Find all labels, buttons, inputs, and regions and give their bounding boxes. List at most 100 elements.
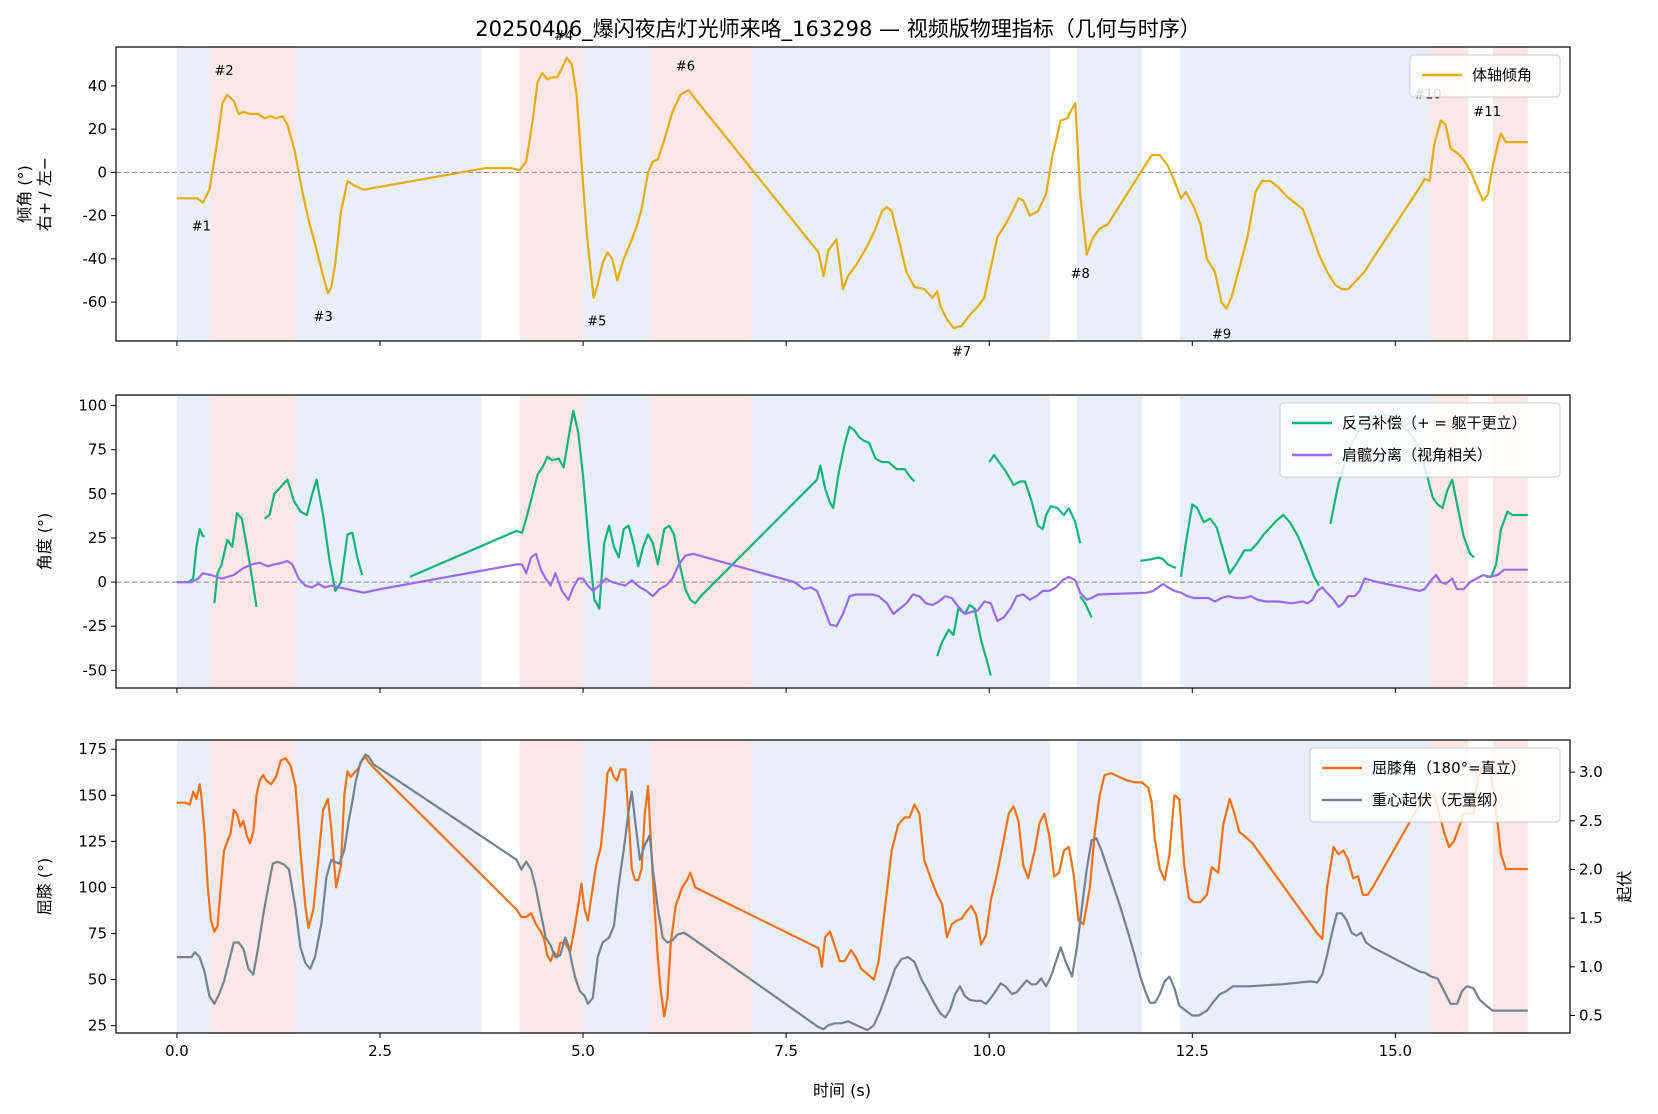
y-right-tick-label: 1.0 bbox=[1579, 958, 1603, 976]
series-line-comp-seg2 bbox=[213, 512, 258, 607]
panel-2: -50 -25 0 25 50 75 100 角度 (°) 反弓补偿（+ = 躯干更立） 肩髋分离… bbox=[35, 394, 1571, 693]
y-axis-label: 倾角 (°) bbox=[15, 165, 34, 223]
y-right-tick-label: 0.5 bbox=[1579, 1006, 1603, 1024]
phase-band-3 bbox=[294, 740, 482, 1033]
axes-frame bbox=[115, 46, 1571, 342]
chart-title: 20250406_爆闪夜店灯光师来咯_163298 — 视频版物理指标（几何与时… bbox=[475, 17, 1200, 42]
y-tick-label: -50 bbox=[83, 661, 108, 679]
phase-band-7 bbox=[751, 740, 1051, 1033]
phase-band-6 bbox=[650, 47, 752, 341]
y-axis-label: 右+ / 左− bbox=[35, 157, 54, 231]
phase-band-4 bbox=[519, 47, 583, 341]
legend: 体轴倾角 bbox=[1409, 54, 1561, 98]
event-annotation: #8 bbox=[1071, 267, 1090, 282]
event-annotation: #1 bbox=[192, 219, 211, 234]
axes-frame bbox=[115, 394, 1571, 689]
y-right-tick-label: 2.0 bbox=[1579, 860, 1603, 878]
event-annotation: #3 bbox=[314, 310, 333, 325]
phase-band-6 bbox=[650, 395, 752, 688]
legend-box bbox=[1279, 402, 1561, 478]
legend: 反弓补偿（+ = 躯干更立） 肩髋分离（视角相关） bbox=[1279, 402, 1561, 478]
phase-band-6 bbox=[650, 740, 752, 1033]
event-annotation: #11 bbox=[1473, 105, 1500, 120]
x-tick-label: 0.0 bbox=[165, 1042, 189, 1060]
y-tick-label: -20 bbox=[83, 207, 108, 225]
phase-band-8 bbox=[1076, 47, 1142, 341]
series-line-comp-seg9 bbox=[1179, 503, 1320, 587]
phase-band-8 bbox=[1076, 740, 1142, 1033]
x-tick-label: 15.0 bbox=[1379, 1042, 1412, 1060]
x-tick-label: 5.0 bbox=[571, 1042, 595, 1060]
series-group bbox=[176, 56, 1528, 330]
y-tick-label: 40 bbox=[88, 77, 107, 95]
y-tick-label: -25 bbox=[83, 617, 108, 635]
phase-band-2 bbox=[211, 395, 295, 688]
y-tick-label: 25 bbox=[88, 1017, 107, 1035]
series-line-tilt bbox=[176, 56, 1528, 330]
series-group bbox=[176, 753, 1528, 1032]
series-line-knee bbox=[176, 755, 1528, 1018]
series-line-comp-seg6 bbox=[988, 453, 1082, 544]
event-annotation: #7 bbox=[952, 345, 971, 360]
legend-label: 反弓补偿（+ = 躯干更立） bbox=[1342, 414, 1527, 432]
phase-band-7 bbox=[751, 47, 1051, 341]
legend: 屈膝角（180°=直立） 重心起伏（无量纲） bbox=[1309, 747, 1561, 823]
phase-band-4 bbox=[519, 740, 583, 1033]
phase-band-9 bbox=[1180, 47, 1430, 341]
y-tick-label: 75 bbox=[88, 924, 107, 942]
phase-band-1 bbox=[176, 47, 212, 341]
legend-box bbox=[1309, 747, 1561, 823]
series-line-sep bbox=[176, 552, 1528, 628]
y-tick-label: 0 bbox=[97, 163, 107, 181]
phase-band-7 bbox=[751, 395, 1051, 688]
y-tick-label: 100 bbox=[78, 878, 107, 896]
y-tick-label: 0 bbox=[97, 573, 107, 591]
x-tick-label: 7.5 bbox=[774, 1042, 798, 1060]
phase-band-1 bbox=[176, 395, 212, 688]
y-tick-label: 125 bbox=[78, 832, 107, 850]
y-right-tick-label: 3.0 bbox=[1579, 763, 1603, 781]
event-annotation: #6 bbox=[676, 59, 695, 74]
event-annotation: #5 bbox=[587, 315, 606, 330]
legend-label: 屈膝角（180°=直立） bbox=[1372, 759, 1526, 777]
series-line-comp-seg4 bbox=[409, 409, 916, 610]
panel-1: -60 -40 -20 0 20 40 倾角 (°) 右+ / 左− #1 #2 #3 #4 #5 #6 #… bbox=[15, 29, 1571, 360]
series-line-comp-seg3 bbox=[263, 478, 364, 592]
series-line-comp-seg7 bbox=[1079, 595, 1093, 618]
plots-container: -60 -40 -20 0 20 40 倾角 (°) 右+ / 左− #1 #2 #3 #4 #5 #6 #… bbox=[15, 29, 1634, 1060]
y-right-axis-label: 起伏 bbox=[1615, 870, 1634, 902]
phase-band-2 bbox=[211, 47, 295, 341]
y-axis-label: 屈膝 (°) bbox=[35, 858, 54, 916]
x-axis-label: 时间 (s) bbox=[813, 1081, 871, 1100]
phase-band-1 bbox=[176, 740, 212, 1033]
phase-band-4 bbox=[519, 395, 583, 688]
axes-frame bbox=[115, 739, 1571, 1034]
series-line-comp-seg8 bbox=[1140, 556, 1177, 570]
y-right-tick-label: 2.5 bbox=[1579, 812, 1603, 830]
y-tick-label: 50 bbox=[88, 971, 107, 989]
phase-band-2 bbox=[211, 740, 295, 1033]
legend-label: 重心起伏（无量纲） bbox=[1372, 791, 1507, 809]
y-tick-label: 175 bbox=[78, 740, 107, 758]
panel-3: 0.0 2.5 5.0 7.5 10.0 12.5 15.0 25 50 75 100 125 150 1… bbox=[35, 739, 1634, 1060]
legend-box bbox=[1409, 54, 1561, 98]
y-tick-label: 100 bbox=[78, 397, 107, 415]
phase-band-3 bbox=[294, 47, 482, 341]
legend-label: 肩髋分离（视角相关） bbox=[1342, 446, 1492, 464]
event-annotation: #2 bbox=[214, 64, 233, 79]
x-tick-label: 10.0 bbox=[973, 1042, 1006, 1060]
x-tick-label: 2.5 bbox=[368, 1042, 392, 1060]
y-tick-label: 25 bbox=[88, 529, 107, 547]
event-annotation: #4 bbox=[554, 29, 573, 44]
phase-band-8 bbox=[1076, 395, 1142, 688]
phase-band-3 bbox=[294, 395, 482, 688]
phase-band-5 bbox=[582, 395, 651, 688]
x-tick-label: 12.5 bbox=[1176, 1042, 1209, 1060]
y-tick-label: 150 bbox=[78, 786, 107, 804]
y-right-tick-label: 1.5 bbox=[1579, 909, 1603, 927]
y-axis-label: 角度 (°) bbox=[35, 513, 54, 571]
y-tick-label: 75 bbox=[88, 441, 107, 459]
y-tick-label: -60 bbox=[83, 293, 108, 311]
y-tick-label: 50 bbox=[88, 485, 107, 503]
